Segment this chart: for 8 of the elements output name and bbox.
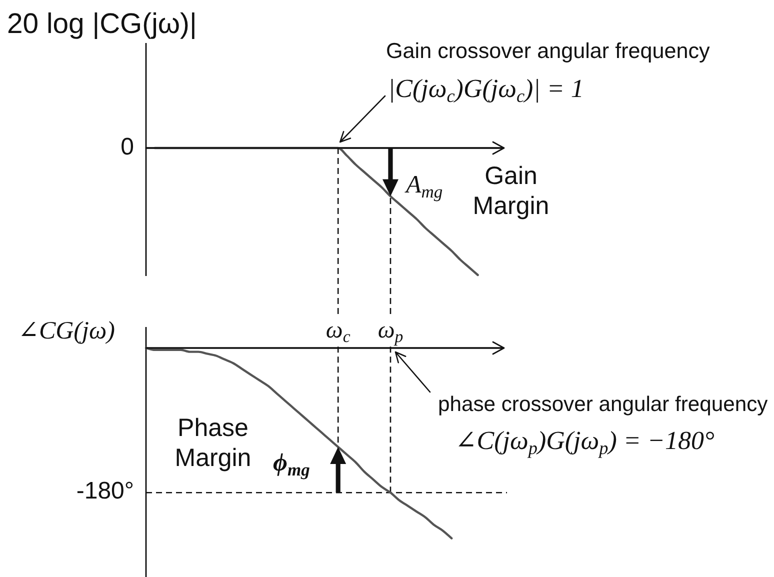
annotation: Gain Margin <box>472 162 550 220</box>
ref-line-label: 0 <box>120 134 134 161</box>
annotation: Phase Margin <box>174 414 252 472</box>
text: Gain crossover angular frequency <box>386 38 710 63</box>
y-axis-title: 20 log |CG(jω)| <box>7 8 197 40</box>
text: -180° <box>76 478 134 505</box>
y-axis-title: ∠CG(jω) <box>18 318 115 345</box>
annotation: phase crossover angular frequency <box>438 392 768 416</box>
